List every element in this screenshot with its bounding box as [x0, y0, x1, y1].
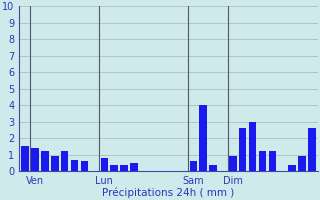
Bar: [31, 148, 39, 171]
Bar: [289, 165, 296, 171]
Bar: [239, 128, 246, 171]
Bar: [308, 128, 316, 171]
Bar: [298, 156, 306, 171]
Bar: [71, 160, 78, 171]
Bar: [259, 151, 266, 171]
Bar: [130, 163, 138, 171]
Bar: [100, 158, 108, 171]
Bar: [269, 151, 276, 171]
Bar: [61, 151, 68, 171]
Bar: [81, 161, 88, 171]
Bar: [21, 146, 29, 171]
Bar: [209, 165, 217, 171]
Bar: [110, 165, 118, 171]
Bar: [41, 151, 49, 171]
Bar: [120, 165, 128, 171]
X-axis label: Précipitations 24h ( mm ): Précipitations 24h ( mm ): [102, 187, 235, 198]
Bar: [199, 105, 207, 171]
Bar: [189, 161, 197, 171]
Bar: [51, 156, 59, 171]
Bar: [229, 156, 236, 171]
Bar: [249, 122, 256, 171]
